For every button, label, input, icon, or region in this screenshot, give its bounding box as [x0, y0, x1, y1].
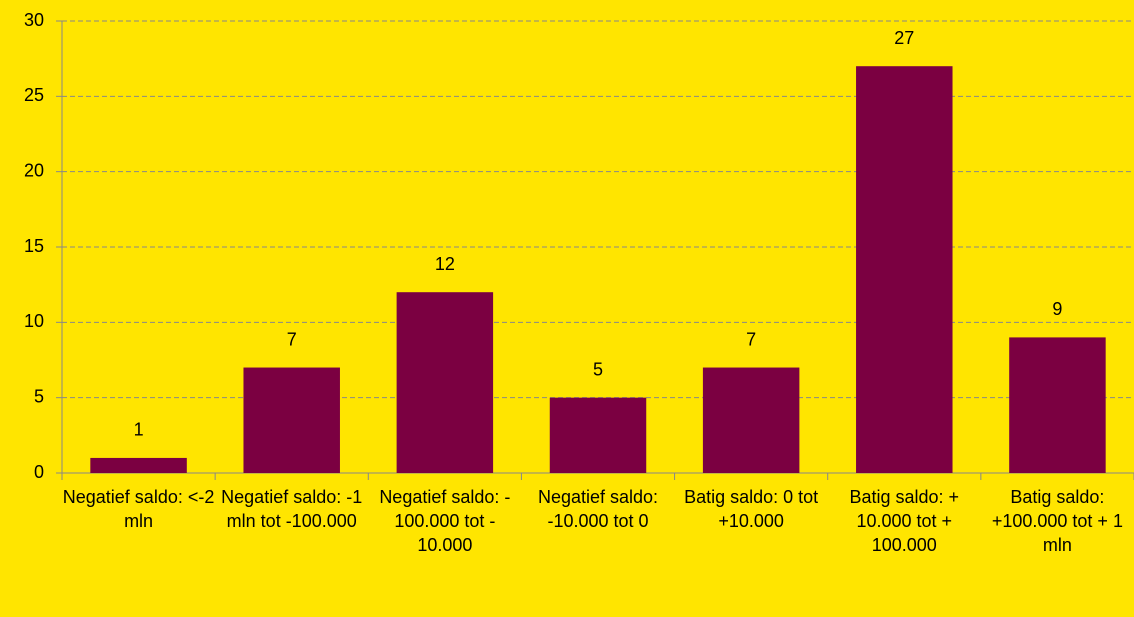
y-tick-label: 15	[24, 236, 44, 256]
x-tick-label: Batig saldo: + 10.000 tot + 100.000	[849, 487, 960, 555]
y-tick-label: 10	[24, 311, 44, 331]
x-tick-label: Negatief saldo: - 100.000 tot - 10.000	[379, 487, 511, 555]
data-label: 9	[1052, 299, 1062, 319]
data-label: 27	[894, 28, 914, 48]
y-tick-label: 0	[34, 462, 44, 482]
data-label: 1	[134, 420, 144, 440]
x-tick-label: Negatief saldo: -10.000 tot 0	[537, 487, 659, 531]
x-tick-label: Batig saldo: 0 tot +10.000	[684, 487, 819, 531]
y-tick-label: 20	[24, 160, 44, 180]
y-tick-label: 25	[24, 85, 44, 105]
bar	[396, 292, 494, 473]
data-label: 7	[746, 329, 756, 349]
bar	[549, 397, 647, 473]
data-label: 7	[287, 329, 297, 349]
data-label: 5	[593, 359, 603, 379]
bar	[856, 66, 953, 473]
x-tick-label: Batig saldo: +100.000 tot + 1 mln	[991, 487, 1123, 555]
bar	[90, 457, 187, 473]
y-tick-label: 30	[24, 10, 44, 30]
bar	[702, 367, 800, 473]
x-tick-label: Negatief saldo: -1 mln tot -100.000	[221, 487, 363, 531]
y-tick-label: 5	[34, 386, 44, 406]
bar	[243, 367, 340, 473]
bar	[1009, 337, 1106, 473]
data-label: 12	[435, 254, 455, 274]
x-tick-label: Negatief saldo: <-2 mln	[62, 487, 215, 531]
